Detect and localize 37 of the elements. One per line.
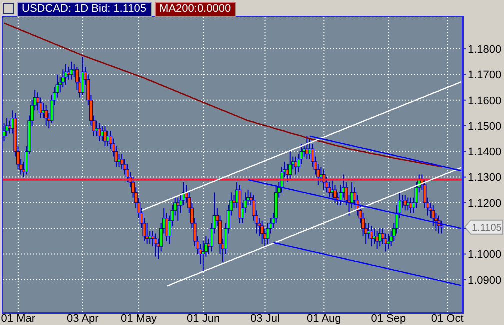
x-tick-label: 03 Apr <box>67 312 100 325</box>
chart-title: USDCAD: 1D Bid: 1.1105 <box>17 2 152 17</box>
x-tick-label: 03 Jul <box>250 312 280 325</box>
candlestick <box>440 220 444 234</box>
candlestick <box>386 233 390 250</box>
candlestick <box>202 240 206 273</box>
x-tick-label: 01 Mar <box>1 312 36 325</box>
candlestick <box>154 233 158 258</box>
candlestick <box>432 205 436 227</box>
candlestick <box>64 64 68 86</box>
line-series <box>310 136 462 172</box>
y-tick-label: 1.1200 <box>468 198 502 210</box>
x-tick-label: 01 May <box>121 312 158 325</box>
y-tick-label: 1.0900 <box>468 274 502 287</box>
candlestick <box>120 154 124 170</box>
line-series <box>4 22 443 168</box>
line-series <box>273 242 462 286</box>
y-tick-label: 1.1300 <box>468 172 502 184</box>
x-tick-label: 01 Sep <box>371 312 406 325</box>
x-tick-label: 01 Oct <box>431 312 464 325</box>
x-tick-label: 01 Aug <box>307 312 342 325</box>
candlestick <box>266 222 270 244</box>
text: 1.1105 <box>472 222 502 234</box>
candlestick <box>260 220 264 244</box>
y-tick-label: 1.1800 <box>468 44 502 56</box>
y-tick-label: 1.1400 <box>468 146 502 159</box>
candlestick <box>44 104 48 127</box>
candlestick <box>81 56 85 96</box>
y-tick-label: 1.1700 <box>468 70 502 82</box>
candlestick <box>288 151 292 180</box>
candlestick <box>404 194 408 212</box>
x-tick-label: 01 Jun <box>187 312 220 325</box>
text: MA200:0.0000 <box>154 2 236 17</box>
y-tick-label: 1.1000 <box>468 249 502 262</box>
y-tick-label: 1.1500 <box>468 120 502 133</box>
candlestick <box>333 184 338 204</box>
y-tick-label: 1.1600 <box>468 95 502 108</box>
